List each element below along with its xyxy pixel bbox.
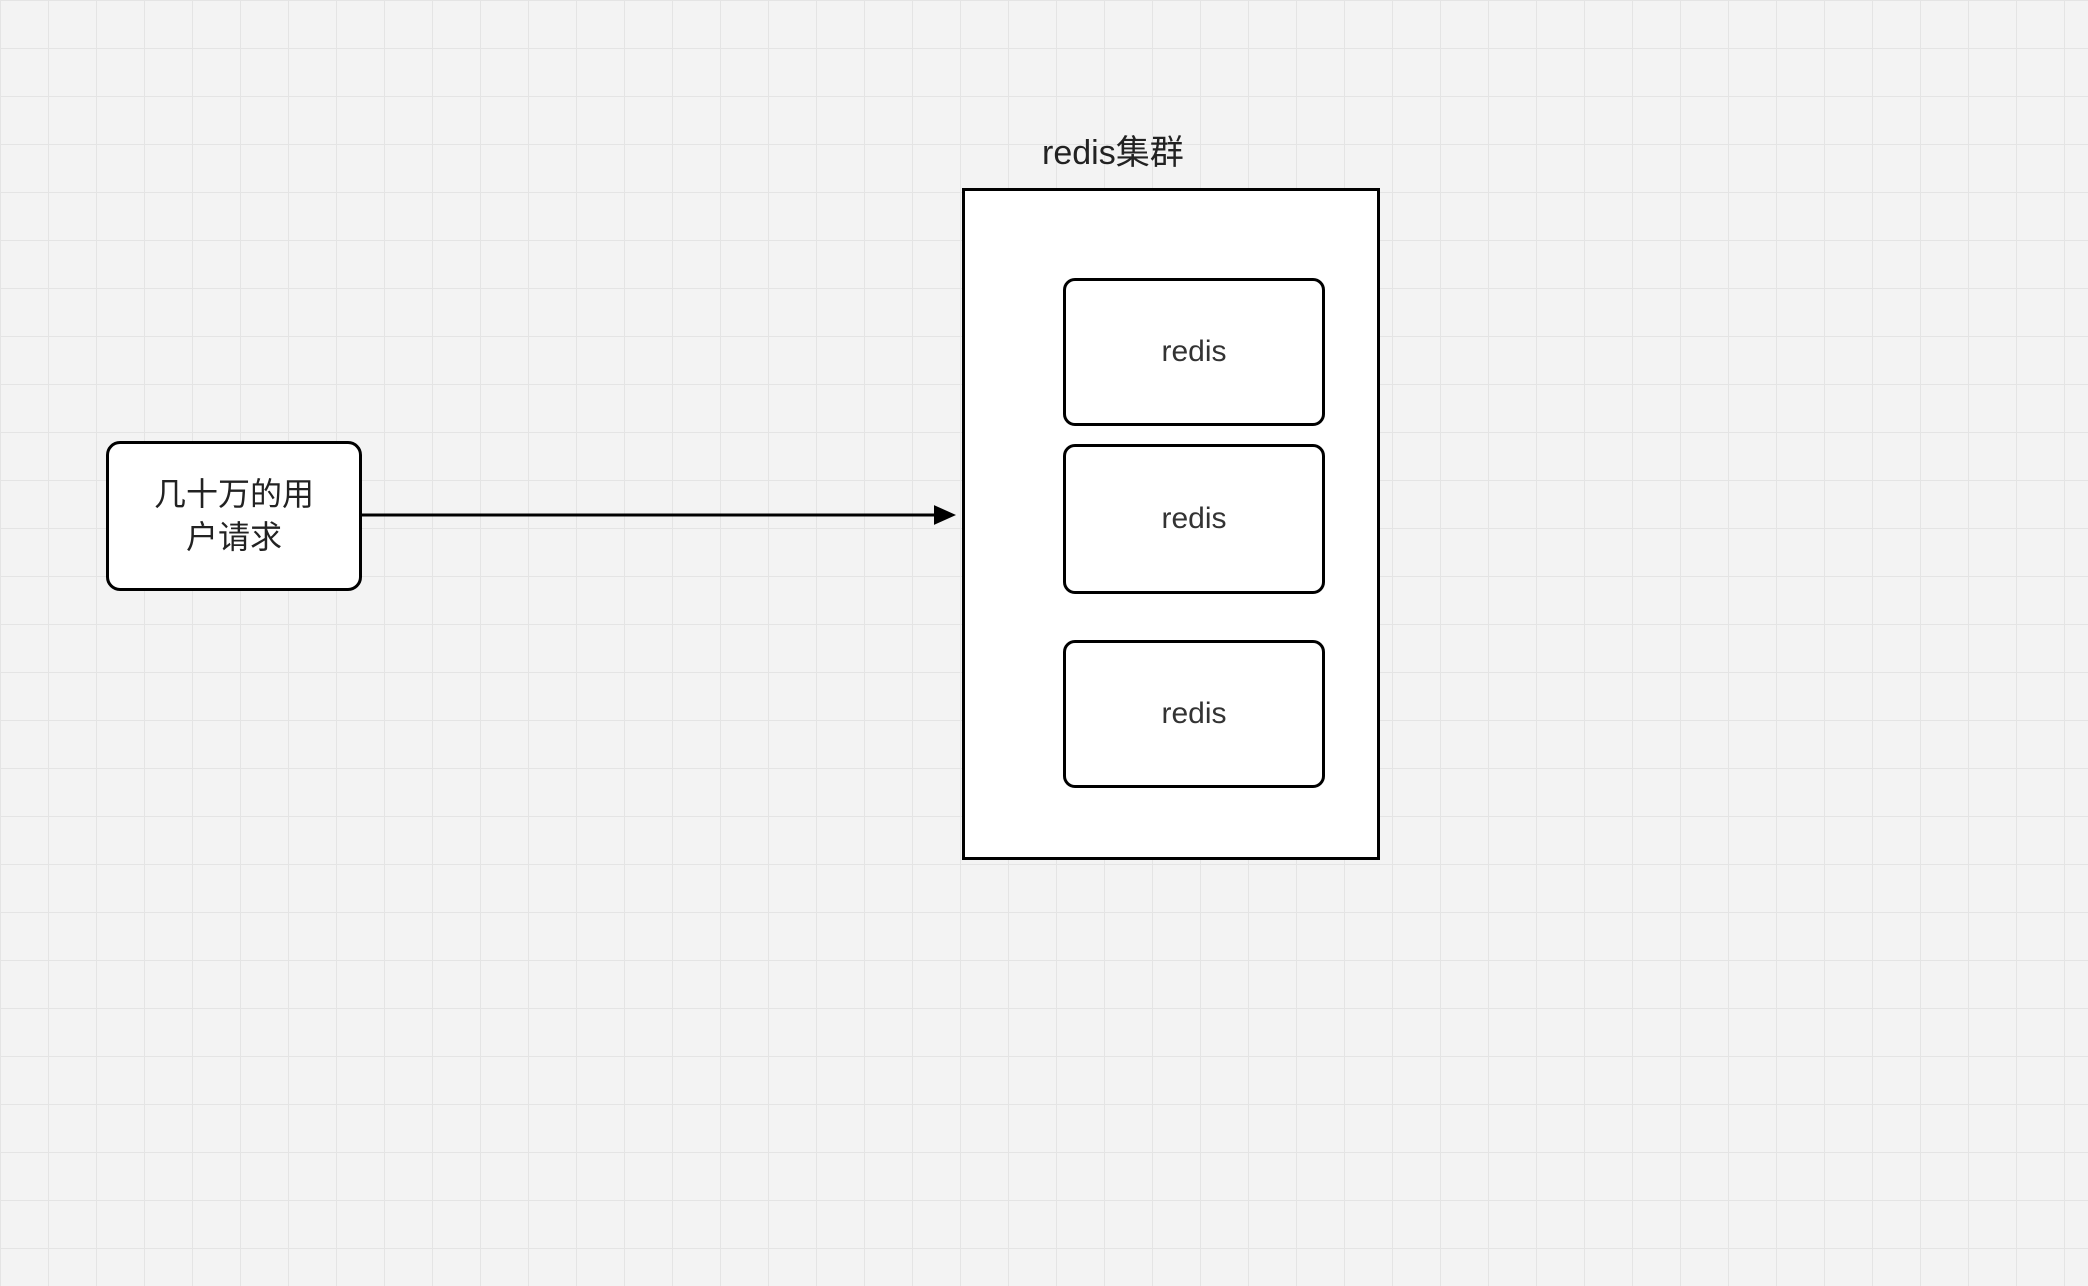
arrow-source-to-cluster xyxy=(362,495,960,539)
redis-node: redis xyxy=(1063,444,1325,594)
redis-node: redis xyxy=(1063,278,1325,426)
redis-node: redis xyxy=(1063,640,1325,788)
cluster-title: redis集群 xyxy=(1042,125,1184,174)
redis-node-label: redis xyxy=(1161,335,1226,369)
redis-node-label: redis xyxy=(1161,697,1226,731)
source-node-label: 几十万的用户请求 xyxy=(154,473,314,559)
cluster-container: redis redis redis xyxy=(962,188,1380,860)
source-node: 几十万的用户请求 xyxy=(106,441,362,591)
cluster-title-text: redis集群 xyxy=(1042,134,1184,172)
diagram-canvas: 几十万的用户请求 redis集群 redis redis redis xyxy=(0,0,2088,1286)
redis-node-label: redis xyxy=(1161,502,1226,536)
